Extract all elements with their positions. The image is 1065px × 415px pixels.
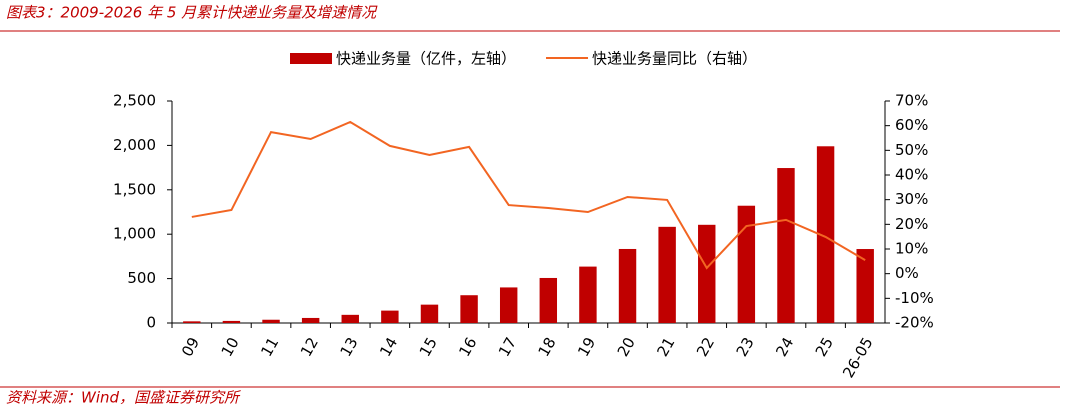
y2-tick-label: -10% bbox=[895, 289, 934, 307]
x-tick-label: 15 bbox=[416, 334, 441, 360]
bar bbox=[658, 226, 676, 323]
y2-tick-label: 40% bbox=[895, 166, 928, 184]
legend-label: 快递业务量同比（右轴） bbox=[592, 50, 757, 68]
x-tick-label: 20 bbox=[614, 334, 639, 360]
bar bbox=[341, 314, 359, 323]
x-tick-label: 23 bbox=[733, 334, 758, 360]
legend-swatch bbox=[290, 53, 332, 64]
x-tick-label: 10 bbox=[218, 334, 243, 360]
bar bbox=[420, 304, 439, 323]
y2-tick-label: 10% bbox=[895, 240, 928, 258]
y2-tick-label: 70% bbox=[895, 92, 928, 110]
x-tick-label: 11 bbox=[257, 334, 282, 360]
bar bbox=[856, 249, 874, 323]
bar bbox=[460, 295, 478, 323]
y-tick-label: 1,000 bbox=[113, 225, 156, 243]
line bbox=[191, 120, 866, 270]
x-tick-label: 19 bbox=[574, 334, 599, 360]
bar bbox=[618, 248, 637, 323]
chart-title: 图表3：2009-2026 年 5 月累计快递业务量及增速情况 bbox=[6, 4, 378, 22]
x-tick-label: 21 bbox=[653, 334, 678, 360]
x-tick-label: 14 bbox=[376, 334, 401, 360]
x-tick-label: 16 bbox=[455, 334, 480, 360]
source: 资料来源：Wind，国盛证券研究所 bbox=[6, 389, 241, 407]
bar bbox=[381, 310, 399, 323]
bar bbox=[183, 321, 201, 323]
bar bbox=[816, 146, 835, 323]
x-tick-label: 22 bbox=[693, 334, 718, 360]
y-tick-label: 2,500 bbox=[113, 92, 156, 110]
x-tick-label: 26-05 bbox=[839, 334, 876, 381]
bar bbox=[222, 320, 241, 323]
bar bbox=[737, 205, 756, 323]
y2-tick-label: -20% bbox=[895, 314, 934, 332]
bar bbox=[539, 277, 558, 323]
y2-tick-label: 50% bbox=[895, 141, 928, 159]
x-tick-label: 18 bbox=[535, 334, 560, 360]
x-tick-label: 25 bbox=[812, 334, 837, 360]
bar bbox=[579, 266, 597, 323]
y-tick-label: 1,500 bbox=[113, 180, 156, 198]
x-tick-label: 24 bbox=[772, 334, 797, 360]
y2-tick-label: 30% bbox=[895, 190, 928, 208]
y2-tick-label: 60% bbox=[895, 116, 928, 134]
x-tick-label: 09 bbox=[178, 334, 203, 360]
y-tick-label: 0 bbox=[146, 314, 156, 332]
bar bbox=[499, 287, 518, 323]
y-tick-label: 500 bbox=[127, 269, 156, 287]
bar bbox=[777, 168, 795, 323]
x-tick-label: 13 bbox=[336, 334, 361, 360]
x-tick-label: 12 bbox=[297, 334, 322, 360]
x-tick-label: 17 bbox=[495, 334, 520, 360]
bar bbox=[301, 317, 320, 323]
y-tick-label: 2,000 bbox=[113, 136, 156, 154]
bar bbox=[698, 224, 716, 323]
legend-label: 快递业务量（亿件，左轴） bbox=[336, 50, 516, 68]
y2-tick-label: 20% bbox=[895, 215, 928, 233]
y2-tick-label: 0% bbox=[895, 264, 919, 282]
bar bbox=[262, 319, 280, 323]
